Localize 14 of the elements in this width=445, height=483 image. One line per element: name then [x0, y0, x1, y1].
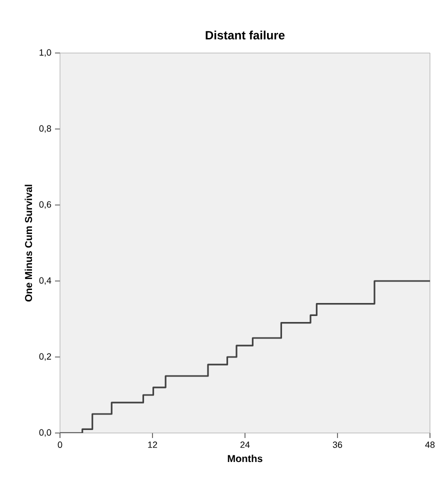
- y-tick-label: 0,6: [39, 201, 52, 209]
- y-tick-label: 0,2: [39, 353, 52, 361]
- y-tick-label: 0,8: [39, 125, 52, 133]
- y-tick-label: 0,0: [39, 429, 52, 437]
- x-tick-label: 48: [425, 442, 435, 448]
- x-tick-label: 36: [332, 442, 342, 448]
- x-tick-label: 24: [240, 442, 250, 448]
- y-tick-label: 0,4: [39, 277, 52, 285]
- y-axis-title: One Minus Cum Survival: [24, 184, 32, 302]
- y-tick-label: 1,0: [40, 49, 52, 57]
- x-tick-label: 0: [58, 442, 62, 448]
- x-tick-label: 12: [148, 442, 158, 448]
- x-axis-title: Months: [228, 454, 262, 462]
- chart-title: Distant failure: [206, 30, 285, 40]
